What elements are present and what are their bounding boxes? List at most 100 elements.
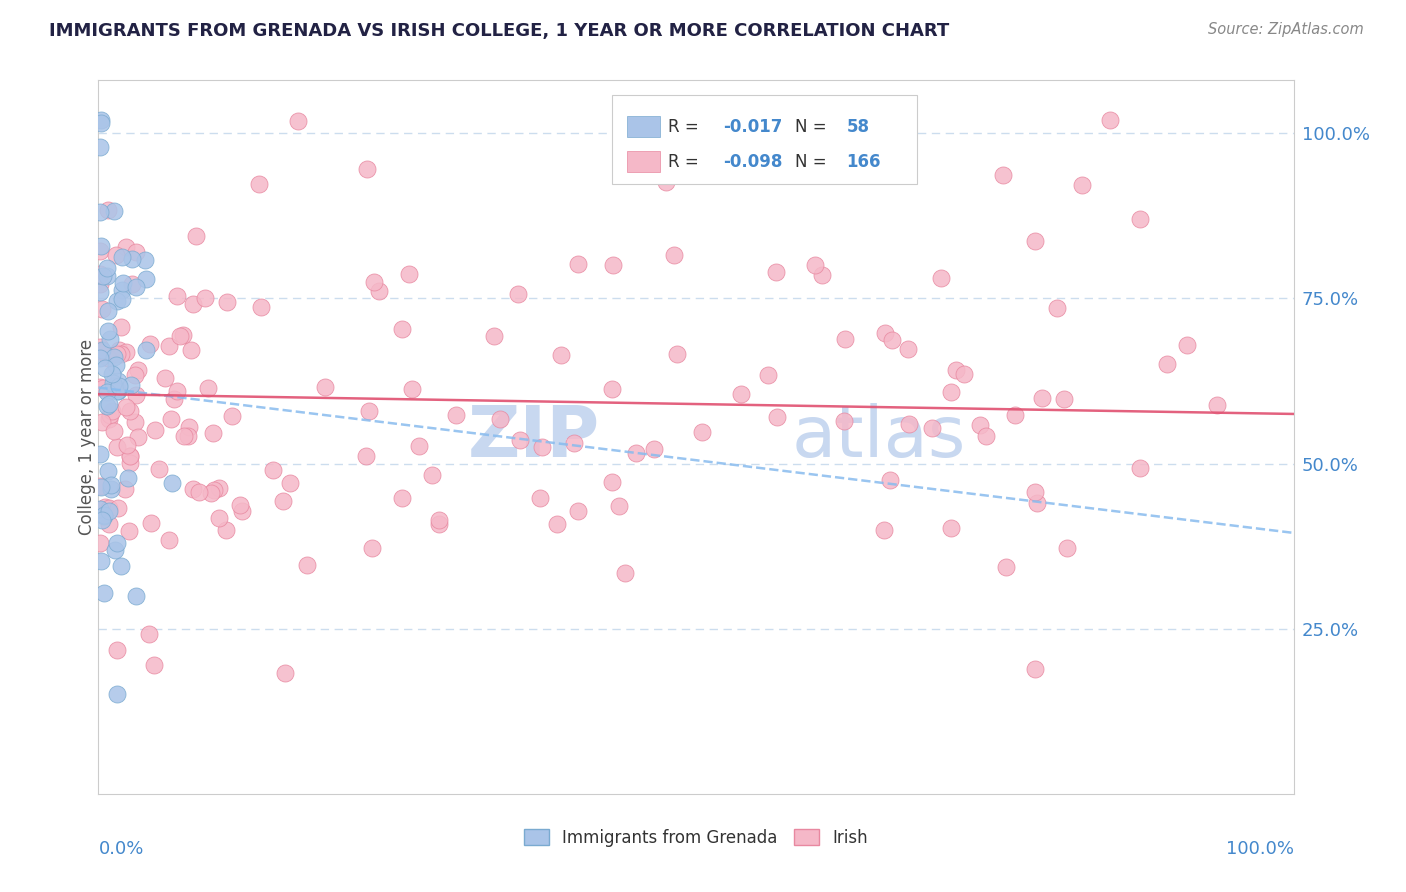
Point [89, 351, 111, 366]
Text: 58: 58 [846, 118, 869, 136]
Point [89, 205, 111, 219]
Point [90, 343, 112, 357]
Point [93, 500, 115, 514]
Point [89, 340, 111, 354]
Point [529, 491, 551, 506]
Point [98, 412, 121, 426]
Point [420, 468, 443, 483]
Point [148, 462, 170, 476]
Point [107, 374, 129, 388]
Point [97, 304, 120, 318]
Point [127, 430, 149, 444]
Point [356, 161, 378, 176]
Point [111, 276, 134, 290]
Point [105, 347, 128, 361]
Point [177, 420, 200, 434]
Point [90, 344, 112, 359]
Text: ZIP: ZIP [468, 402, 600, 472]
Point [93, 508, 115, 522]
Point [163, 392, 186, 406]
Point [110, 559, 132, 574]
Point [105, 643, 128, 657]
Point [1205, 398, 1227, 412]
Point [98, 397, 121, 411]
Text: 166: 166 [846, 153, 882, 170]
Point [208, 481, 231, 495]
Point [354, 449, 377, 463]
Point [143, 423, 166, 437]
Point [97, 464, 120, 478]
Point [273, 493, 295, 508]
Text: R =: R = [668, 153, 704, 170]
Point [730, 386, 752, 401]
Point [202, 426, 225, 441]
Point [624, 446, 647, 460]
Point [879, 473, 901, 487]
Point [169, 328, 191, 343]
Point [125, 387, 148, 401]
Text: N =: N = [796, 153, 832, 170]
Y-axis label: College, 1 year or more: College, 1 year or more [79, 339, 96, 535]
Point [115, 345, 138, 359]
Point [567, 257, 589, 271]
Point [90, 112, 112, 127]
Point [89, 536, 111, 550]
Point [834, 332, 856, 346]
Point [89, 139, 111, 153]
Point [114, 240, 136, 254]
Text: N =: N = [796, 118, 832, 136]
Point [96, 260, 118, 275]
Point [89, 447, 111, 461]
Point [765, 409, 787, 424]
Point [153, 371, 176, 385]
Point [567, 504, 589, 518]
Point [91, 268, 114, 283]
Text: -0.098: -0.098 [724, 153, 783, 170]
Point [202, 483, 225, 497]
Point [665, 346, 688, 360]
Point [1128, 461, 1150, 475]
Point [1128, 212, 1150, 227]
Point [104, 247, 127, 261]
Point [194, 291, 217, 305]
Point [546, 517, 568, 532]
Point [173, 428, 195, 442]
Point [941, 385, 963, 400]
Point [197, 381, 219, 395]
Point [90, 480, 112, 494]
Point [1024, 484, 1046, 499]
Point [91, 513, 114, 527]
Point [941, 521, 963, 535]
Point [101, 376, 124, 390]
Point [115, 400, 138, 414]
Point [117, 471, 139, 485]
Point [97, 351, 120, 365]
Point [93, 586, 115, 600]
Point [135, 343, 157, 357]
Point [295, 558, 318, 572]
Point [97, 501, 120, 516]
Point [105, 440, 128, 454]
Point [562, 436, 585, 450]
Point [89, 502, 111, 516]
Point [134, 253, 156, 268]
Point [157, 533, 180, 547]
Point [103, 204, 125, 219]
Point [274, 666, 297, 681]
Point [98, 517, 121, 532]
Point [139, 337, 162, 351]
Point [600, 382, 623, 396]
Point [110, 347, 132, 361]
Point [176, 429, 198, 443]
Point [1156, 357, 1178, 371]
Point [229, 498, 252, 512]
Point [506, 286, 529, 301]
Point [96, 384, 118, 399]
Point [89, 479, 111, 493]
Point [111, 250, 134, 264]
Point [482, 328, 505, 343]
Point [1024, 662, 1046, 676]
Point [98, 408, 121, 422]
Point [287, 114, 309, 128]
Point [550, 348, 572, 362]
